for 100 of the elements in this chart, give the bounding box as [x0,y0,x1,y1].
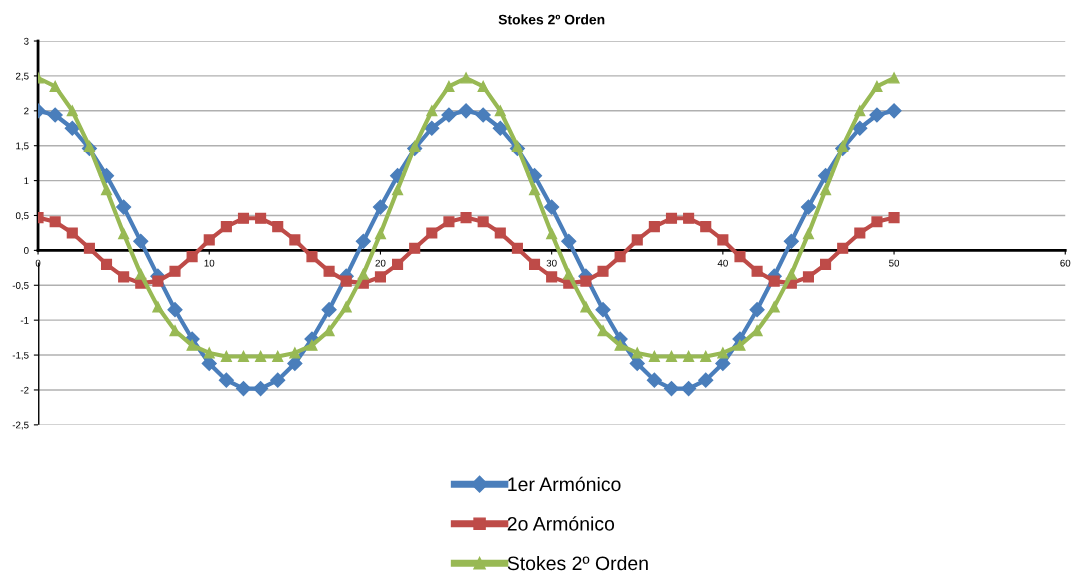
point [100,258,113,270]
point [321,302,337,318]
chart-title: Stokes 2º Orden [498,14,605,25]
x-tick-label: 50 [889,259,900,267]
x-tick-label: 20 [375,259,386,267]
point [374,271,387,283]
point [631,347,643,359]
point [820,258,832,270]
point [237,350,250,363]
point [118,271,130,283]
point [852,120,868,136]
point [544,199,560,215]
point [768,301,780,313]
y-tick-label: 0,5 [15,212,29,221]
point [306,251,318,263]
point [886,103,902,119]
y-tick-label: 2,5 [15,72,29,81]
point [441,107,457,123]
point [116,199,132,215]
point [683,212,695,224]
point [355,233,371,249]
y-tick-label: -2 [20,386,29,394]
point [546,271,558,283]
point [888,72,900,84]
legend-label: 2o Armónico [507,516,615,531]
point [152,301,164,313]
point [681,380,697,397]
point [700,350,712,363]
point [392,184,404,196]
y-tick-label: -1 [20,317,29,324]
x-tick-label: 0 [35,259,41,267]
point [135,268,147,280]
point [392,258,404,270]
y-tick-label: 3 [23,37,29,45]
point [118,228,130,240]
point [443,80,455,92]
point [186,339,198,351]
point [783,233,799,249]
point [372,199,389,215]
y-tick-label: 1,5 [16,142,29,151]
point [802,271,815,283]
point [869,107,885,123]
point [272,350,284,363]
y-tick-label: -2,5 [12,421,29,430]
point [768,275,780,287]
point [169,265,181,277]
point [426,105,438,117]
point [152,275,164,287]
y-tick-label: -1,5 [12,351,29,360]
point [648,221,660,233]
x-tick-label: 10 [204,259,215,267]
point [648,350,660,363]
point [665,350,678,363]
point [888,212,900,224]
point [492,120,508,136]
point [528,258,541,270]
point [357,268,369,280]
point [683,350,695,363]
point [820,184,832,196]
point [235,380,252,397]
point [203,347,215,359]
point [424,120,440,136]
point [785,268,797,280]
point [631,234,643,246]
point [580,275,592,287]
point [66,105,78,117]
point [734,251,746,263]
point [253,380,269,397]
point [663,380,680,397]
point [272,221,284,233]
point [458,103,474,119]
point [49,80,61,92]
point [665,212,678,224]
point [270,372,286,388]
point [854,227,866,239]
y-tick-label: 0 [23,247,29,254]
point [374,228,387,240]
legend-label: 1er Armónico [508,476,621,492]
point [749,302,765,318]
point [460,212,472,224]
point [47,107,63,123]
point [580,301,592,313]
point [237,212,250,224]
point [306,339,318,351]
point [494,227,506,239]
point [871,80,883,92]
point [561,233,577,249]
point [203,234,215,246]
point [800,199,817,215]
point [66,227,78,239]
point [460,72,472,84]
x-tick-label: 40 [717,259,728,267]
point [717,347,729,359]
legend-label: Stokes 2º Orden [507,555,648,571]
point [646,372,662,388]
point [700,221,712,233]
point [340,301,352,313]
point [734,339,746,351]
point [546,228,558,240]
point [837,242,849,254]
